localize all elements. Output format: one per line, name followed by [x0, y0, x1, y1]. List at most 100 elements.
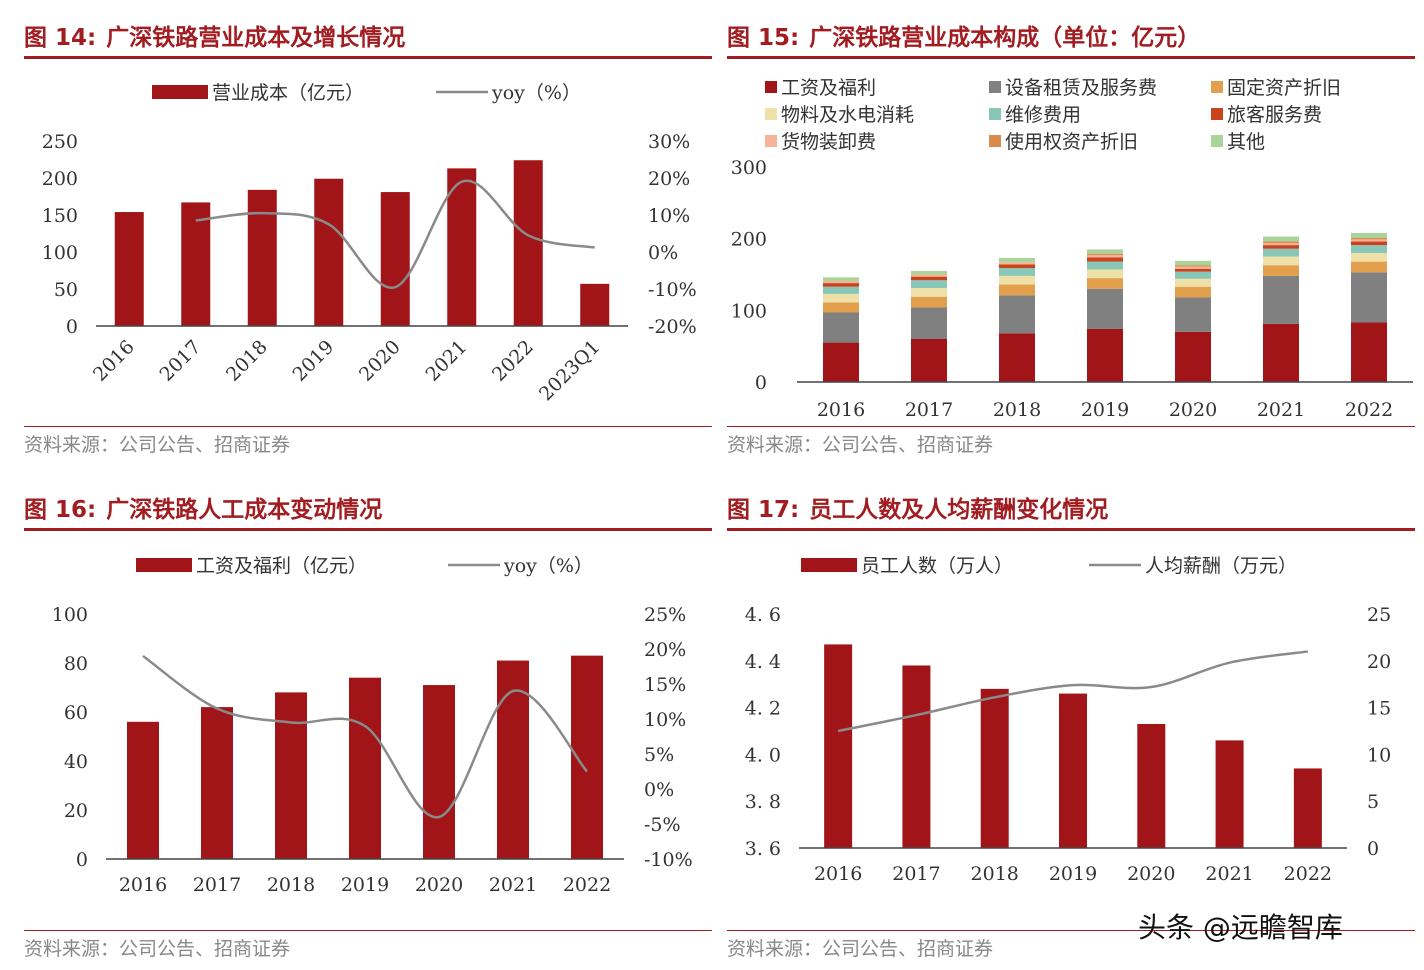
legend-swatch [765, 108, 777, 120]
legend-label: 使用权资产折旧 [1005, 131, 1138, 153]
panel-fig17: 图 17: 员工人数及人均薪酬变化情况 员工人数（万人） 人均薪酬（万元） 3. 6 3… [727, 490, 1415, 960]
y2-tick-label: 15 [1367, 698, 1391, 720]
bar [349, 677, 381, 859]
legend-label-bar: 员工人数（万人） [861, 555, 1013, 577]
y2-tick-label: -10% [648, 279, 697, 301]
bar [513, 160, 543, 326]
legend-label: 其他 [1227, 131, 1265, 153]
y-tick-label: 4. 0 [745, 744, 781, 766]
legend-swatch [1211, 135, 1223, 147]
bar [201, 707, 233, 859]
legend-label: 物料及水电消耗 [781, 104, 914, 126]
stacked-bar-segment [1175, 265, 1211, 267]
chart-staff-salary: 员工人数（万人） 人均薪酬（万元） 3. 6 3. 8 4. 0 4. 2 4. 4 4. 6… [745, 555, 1391, 885]
x-tick-label: 2016 [89, 336, 139, 386]
panel-title: 图 15: 广深铁路营业成本构成（单位：亿元） [727, 18, 1415, 58]
panel-fig15: 图 15: 广深铁路营业成本构成（单位：亿元） 工资及福利 设备租赁及服务费 固定资产… [727, 18, 1415, 458]
title-rule [727, 528, 1415, 531]
chart-labor-cost: 工资及福利（亿元） yoy（%） 0 20 40 60 80 100 -10% -5% 0% 5% 10… [52, 555, 693, 896]
bar [380, 192, 410, 326]
x-tick-label: 2021 [1257, 399, 1305, 421]
stacked-bar-segment [823, 342, 859, 382]
bar [1215, 740, 1244, 848]
y-tick-label: 40 [64, 751, 88, 773]
stacked-bar-segment [1351, 241, 1387, 246]
y2-tick-label: -5% [644, 814, 681, 836]
bar [127, 721, 159, 859]
stacked-bar-segment [999, 333, 1035, 382]
figure-number: 图 16: [24, 497, 97, 523]
panel-title: 图 17: 员工人数及人均薪酬变化情况 [727, 490, 1415, 530]
y-tick-label: 80 [64, 653, 88, 675]
bar [181, 202, 211, 326]
stacked-bar-segment [823, 293, 859, 303]
stacked-bar-segment [1087, 278, 1123, 289]
x-tick-label: 2020 [1169, 399, 1217, 421]
x-tick-label: 2016 [814, 863, 862, 885]
x-tick-label: 2022 [1284, 863, 1332, 885]
y-tick-label: 150 [42, 205, 78, 227]
figure-number: 图 15: [727, 25, 800, 51]
y-tick-label: 100 [731, 300, 767, 322]
stacked-bar-segment [999, 275, 1035, 285]
legend-label-line: yoy（%） [491, 82, 581, 104]
legend-label: 货物装卸费 [781, 131, 876, 153]
stacked-bar-segment [823, 286, 859, 294]
bar [902, 665, 931, 848]
stacked-bar-segment [1087, 257, 1123, 262]
stacked-bar-segment [999, 264, 1035, 269]
source-rule [24, 426, 712, 427]
legend-label: 工资及福利 [781, 77, 876, 99]
legend-swatch [1211, 108, 1223, 120]
y2-tick-label: 30% [648, 131, 690, 153]
stacked-bar-segment [1087, 255, 1123, 258]
y-tick-label: 4. 6 [745, 604, 781, 626]
bar [1059, 693, 1087, 848]
title-rule [24, 56, 712, 59]
source-note: 资料来源：公司公告、招商证券 [24, 434, 291, 456]
stacked-bar-segment [999, 258, 1035, 263]
y2-tick-label: -10% [644, 849, 693, 871]
panel-fig16: 图 16: 广深铁路人工成本变动情况 工资及福利（亿元） yoy（%） 0 20 40 60… [24, 490, 712, 960]
x-tick-label: 2021 [422, 336, 472, 386]
y-tick-label: 4. 2 [745, 698, 781, 720]
stacked-bar-segment [1087, 249, 1123, 254]
source-rule [727, 930, 1415, 931]
stacked-bar-segment [1263, 265, 1299, 276]
x-tick-label: 2018 [971, 863, 1019, 885]
legend-swatch [1211, 81, 1223, 93]
stacked-bar-segment [1263, 248, 1299, 257]
legend-label: 固定资产折旧 [1227, 77, 1341, 99]
legend-swatch [765, 81, 777, 93]
bar [447, 168, 477, 326]
figure-title: 员工人数及人均薪酬变化情况 [809, 497, 1109, 523]
legend-label-line: 人均薪酬（万元） [1145, 555, 1297, 577]
stacked-bar-segment [999, 262, 1035, 265]
bar [980, 688, 1009, 848]
y2-tick-label: 0 [1367, 838, 1379, 860]
source-note: 资料来源：公司公告、招商证券 [24, 938, 291, 960]
legend-label-bar: 工资及福利（亿元） [196, 555, 367, 577]
legend-swatch-bar [136, 558, 192, 572]
stacked-bar-segment [911, 296, 947, 308]
y-tick-label: 300 [731, 157, 767, 179]
stacked-bar-segment [1351, 245, 1387, 253]
stacked-bar-segment [1175, 297, 1211, 332]
bar [580, 283, 610, 326]
stacked-bar-segment [1175, 331, 1211, 382]
y-tick-label: 0 [76, 849, 88, 871]
figure-number: 图 17: [727, 497, 800, 523]
x-tick-label: 2020 [355, 336, 405, 386]
x-tick-label: 2022 [563, 874, 611, 896]
legend-label: 维修费用 [1005, 104, 1081, 126]
y2-tick-label: 0% [648, 242, 678, 264]
stacked-bar-segment [1175, 260, 1211, 266]
stacked-bar-segment [1087, 269, 1123, 279]
stacked-bar-segment [911, 288, 947, 297]
legend-label-bar: 营业成本（亿元） [212, 82, 364, 104]
stacked-bar-segment [911, 280, 947, 289]
y2-tick-label: 20 [1367, 651, 1391, 673]
bar [1137, 723, 1166, 848]
stacked-bar-segment [1175, 271, 1211, 279]
